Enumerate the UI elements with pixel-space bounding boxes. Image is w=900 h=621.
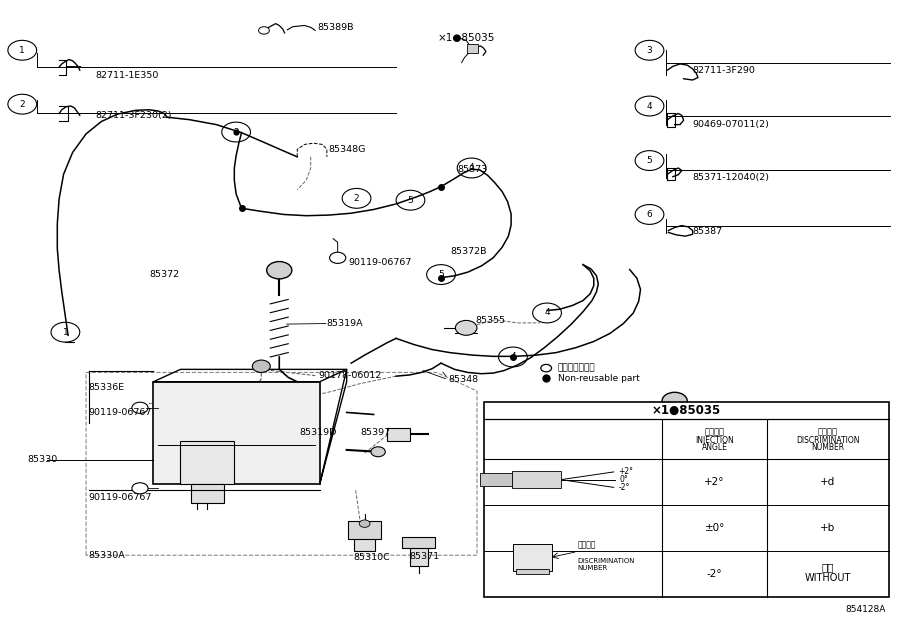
Bar: [410, 540, 427, 566]
Circle shape: [132, 402, 148, 414]
Text: 2: 2: [20, 99, 25, 109]
Text: 85397: 85397: [360, 428, 391, 437]
Bar: [517, 569, 549, 574]
Circle shape: [541, 365, 552, 372]
Bar: [191, 484, 223, 502]
Text: 85389B: 85389B: [317, 24, 354, 32]
Text: 4: 4: [647, 101, 652, 111]
Text: 無し: 無し: [822, 563, 834, 573]
Bar: [387, 428, 410, 441]
Circle shape: [258, 27, 269, 34]
Text: 85348: 85348: [448, 376, 478, 384]
Text: 5: 5: [646, 156, 652, 165]
Text: +2°: +2°: [705, 477, 725, 487]
Text: 85336E: 85336E: [89, 383, 125, 392]
Circle shape: [455, 320, 477, 335]
Text: 4: 4: [544, 425, 550, 434]
Text: 識別記号: 識別記号: [818, 427, 838, 436]
Text: 85310C: 85310C: [353, 553, 390, 561]
Circle shape: [252, 360, 270, 373]
Bar: [513, 544, 553, 571]
Text: 90119-06767: 90119-06767: [89, 493, 152, 502]
Bar: [484, 402, 888, 597]
Text: ±0°: ±0°: [705, 523, 725, 533]
Text: ×1●85035: ×1●85035: [652, 404, 721, 417]
Text: 85355: 85355: [475, 316, 505, 325]
Text: 3: 3: [646, 46, 652, 55]
Text: 85348G: 85348G: [328, 145, 366, 154]
Text: 噴射角度: 噴射角度: [705, 427, 725, 436]
Text: 85330A: 85330A: [89, 551, 125, 560]
Text: 2: 2: [354, 194, 359, 203]
Text: 85372B: 85372B: [450, 247, 487, 255]
Text: DISCRIMINATION: DISCRIMINATION: [578, 558, 635, 564]
Text: -2°: -2°: [706, 569, 723, 579]
Text: INJECTION: INJECTION: [696, 436, 734, 445]
Text: +d: +d: [820, 477, 835, 487]
Text: 5: 5: [438, 270, 444, 279]
Text: 90469-07011(2): 90469-07011(2): [693, 120, 770, 129]
Circle shape: [266, 261, 292, 279]
Text: 識別記号: 識別記号: [578, 541, 596, 550]
Circle shape: [359, 520, 370, 527]
Bar: [467, 44, 478, 53]
Bar: [511, 471, 561, 488]
Text: ANGLE: ANGLE: [702, 443, 727, 452]
Text: 82711-3F230(2): 82711-3F230(2): [95, 111, 172, 120]
Text: 85373: 85373: [576, 481, 606, 490]
Text: 0°: 0°: [619, 475, 628, 484]
Text: WITHOUT: WITHOUT: [805, 573, 851, 582]
Text: 1: 1: [20, 46, 25, 55]
Text: DISCRIMINATION: DISCRIMINATION: [796, 436, 860, 445]
Bar: [180, 441, 234, 484]
Circle shape: [371, 447, 385, 456]
Text: -2°: -2°: [618, 483, 630, 492]
Text: 854128A: 854128A: [845, 605, 886, 614]
Text: 4: 4: [510, 353, 516, 361]
Text: Non-reusable part: Non-reusable part: [558, 374, 640, 383]
Bar: [154, 382, 320, 484]
Text: 90178-06012: 90178-06012: [318, 371, 382, 380]
Circle shape: [132, 483, 148, 494]
Bar: [480, 473, 511, 486]
Text: 82711-3F290: 82711-3F290: [693, 66, 755, 75]
Text: 85371-12040(2): 85371-12040(2): [693, 173, 770, 183]
Text: 85319D: 85319D: [299, 428, 337, 437]
Text: 90119-06767: 90119-06767: [89, 407, 152, 417]
Text: 再使用不可部品: 再使用不可部品: [558, 363, 596, 372]
Text: 2: 2: [233, 127, 238, 137]
Text: 85372: 85372: [149, 270, 179, 279]
Text: 85371: 85371: [410, 552, 440, 561]
Bar: [354, 526, 375, 551]
Text: 6: 6: [646, 210, 652, 219]
Text: 85319A: 85319A: [326, 319, 363, 328]
Text: ×1●85035: ×1●85035: [437, 33, 495, 43]
Circle shape: [329, 252, 346, 263]
Text: 82711-1E350: 82711-1E350: [95, 71, 158, 79]
Text: 85373: 85373: [457, 165, 488, 175]
Text: NUMBER: NUMBER: [578, 565, 608, 571]
Text: 1: 1: [62, 328, 68, 337]
Text: 4: 4: [544, 309, 550, 317]
Text: 85387: 85387: [693, 227, 723, 237]
Text: 90119-06767: 90119-06767: [348, 258, 412, 266]
Text: +2°: +2°: [618, 468, 634, 476]
Bar: [348, 521, 381, 538]
Text: ×1●85035: ×1●85035: [673, 403, 726, 413]
Text: 5: 5: [408, 196, 413, 205]
Text: +b: +b: [820, 523, 835, 533]
Text: 4: 4: [469, 163, 474, 173]
Circle shape: [662, 392, 688, 410]
Bar: [402, 537, 435, 548]
Text: NUMBER: NUMBER: [811, 443, 844, 452]
Text: 85330: 85330: [28, 455, 58, 464]
